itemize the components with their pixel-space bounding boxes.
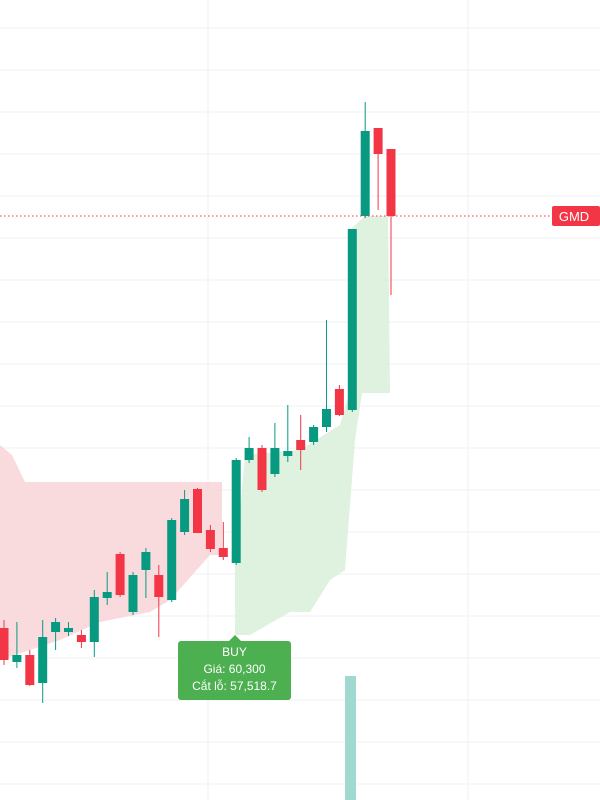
candle-body — [193, 489, 202, 533]
candle-body — [89, 597, 99, 642]
candle-body — [373, 128, 383, 154]
candle-body — [167, 520, 177, 600]
signal-box — [178, 641, 291, 700]
candle-body — [154, 575, 164, 597]
candle-body — [128, 575, 138, 612]
candle-body — [322, 409, 331, 427]
candle-body — [38, 637, 48, 683]
candles — [0, 102, 396, 703]
candle-body — [115, 554, 125, 595]
signal-pointer — [229, 635, 241, 641]
price-tag — [552, 206, 600, 226]
candle-body — [12, 655, 22, 662]
candle-body — [180, 499, 190, 532]
candle-body — [360, 131, 370, 216]
candle-body — [296, 440, 306, 450]
candle-body — [0, 628, 9, 660]
candle-body — [205, 530, 215, 549]
candle-body — [270, 448, 280, 474]
candle-body — [51, 622, 61, 632]
candle-body — [141, 552, 151, 570]
candle-body — [231, 460, 241, 563]
signal-stop: Cắt lỗ: 57,518.7 — [192, 678, 277, 693]
candle-body — [244, 448, 254, 460]
candle-body — [64, 628, 73, 632]
overlay: GMD BUY Giá: 60,300 Cắt lỗ: 57,518.7 — [0, 206, 600, 700]
candle-body — [218, 548, 228, 557]
candle-body — [386, 149, 396, 216]
candle-body — [102, 592, 112, 598]
candle-body — [334, 389, 344, 415]
symbol-label: GMD — [559, 209, 589, 224]
candle-body — [76, 635, 86, 642]
volume-bar — [345, 676, 356, 800]
candle-body — [257, 448, 267, 490]
stop-zone — [0, 445, 222, 660]
signal-price: Giá: 60,300 — [203, 662, 265, 676]
trend-cloud — [235, 216, 390, 635]
candle-body — [347, 229, 357, 410]
candle-body — [283, 451, 293, 456]
signal-title: BUY — [222, 645, 247, 659]
candle-body — [309, 427, 319, 442]
candle-body — [25, 655, 35, 685]
